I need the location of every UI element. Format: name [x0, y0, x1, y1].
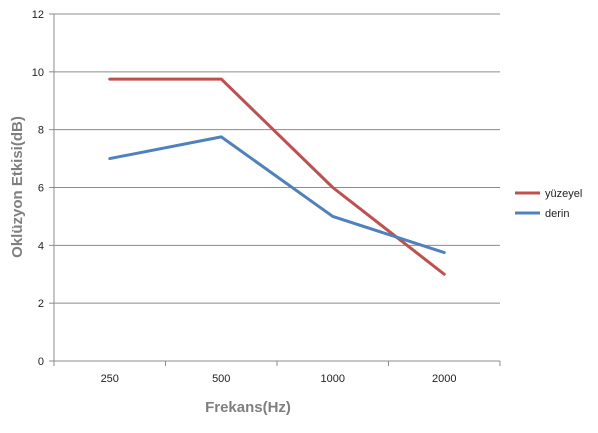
axes: 0 2 4 6 8 10 12 250 500 1000 2000 — [32, 9, 501, 385]
legend: yüzeyel derin — [515, 188, 582, 220]
y-tick-label: 0 — [38, 356, 44, 368]
gridlines — [54, 13, 500, 304]
x-tick-label: 500 — [212, 373, 230, 385]
y-tick-label: 12 — [32, 9, 44, 21]
legend-label: derin — [545, 208, 569, 220]
series-line-2 — [108, 135, 446, 255]
y-tick-label: 10 — [32, 67, 44, 79]
series-line-1 — [108, 77, 446, 276]
x-axis-title: Frekans(Hz) — [205, 399, 291, 416]
x-tick-label: 2000 — [432, 373, 456, 385]
y-tick-label: 2 — [38, 298, 44, 310]
series-1-point — [331, 186, 334, 189]
series-1-point — [443, 273, 446, 276]
y-axis-title: Oklüzyon Etkisi(dB) — [9, 116, 26, 258]
series-2-point — [108, 157, 111, 160]
series-2-point — [443, 251, 446, 254]
x-tick-label: 250 — [101, 373, 119, 385]
series-1-point — [108, 78, 111, 81]
series-1-point — [220, 78, 223, 81]
y-tick-label: 4 — [38, 240, 44, 252]
y-tick-label: 8 — [38, 125, 44, 137]
series-lines — [108, 77, 446, 276]
series-2-point — [331, 215, 334, 218]
x-tick-label: 1000 — [321, 373, 345, 385]
series-2-point — [220, 135, 223, 138]
legend-label: yüzeyel — [545, 188, 582, 200]
y-tick-label: 6 — [38, 183, 44, 195]
